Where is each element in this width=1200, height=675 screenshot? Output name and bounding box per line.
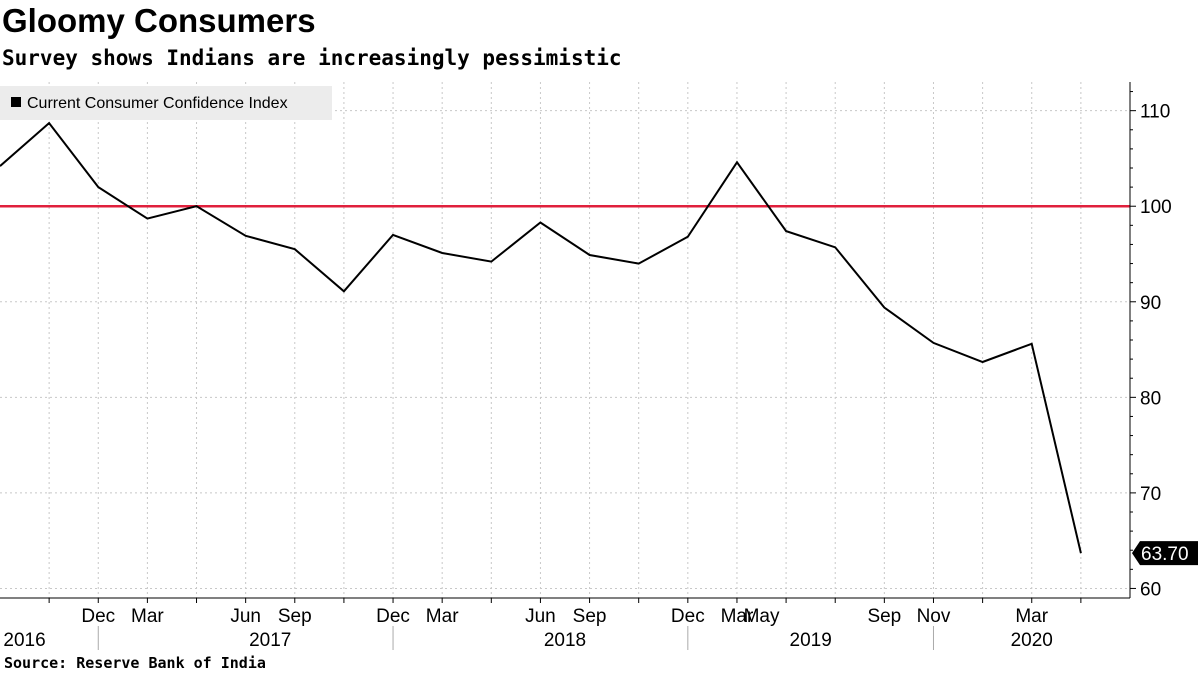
- x-tick-label: Sep: [573, 606, 607, 627]
- x-tick-label: Mar: [721, 606, 754, 627]
- x-tick-label: Dec: [376, 606, 410, 627]
- x-tick-label: Nov: [917, 606, 951, 627]
- x-tick-label: Jun: [525, 606, 556, 627]
- legend-label: Current Consumer Confidence Index: [27, 95, 288, 112]
- year-label: 2020: [1011, 630, 1053, 651]
- y-tick-label: 60: [1140, 579, 1161, 600]
- year-label: 2017: [249, 630, 291, 651]
- grid-layer: [0, 82, 1130, 598]
- source-note: Source: Reserve Bank of India: [4, 654, 266, 672]
- y-tick-label: 110: [1140, 102, 1170, 123]
- x-tick-label: Dec: [671, 606, 705, 627]
- x-tick-label: Mar: [426, 606, 459, 627]
- chart-title: Gloomy Consumers: [2, 2, 316, 39]
- axis-layer: 60 70 80 90 100 110 63.70 Dec Mar Jun Sep Dec Mar Jun…: [0, 82, 1198, 651]
- x-tick-label: Mar: [1015, 606, 1048, 627]
- year-label: 2018: [544, 630, 586, 651]
- chart-subtitle: Survey shows Indians are increasingly pe…: [2, 46, 622, 70]
- y-tick-label: 70: [1140, 484, 1161, 505]
- x-tick-label: May: [744, 606, 780, 627]
- x-tick-label: Dec: [81, 606, 115, 627]
- year-label: 2016: [3, 630, 45, 651]
- x-tick-label: Mar: [131, 606, 164, 627]
- last-value-label: 63.70: [1132, 541, 1198, 566]
- y-tick-label: 100: [1140, 197, 1172, 218]
- legend-swatch: [11, 97, 21, 107]
- y-tick-label: 90: [1140, 293, 1161, 314]
- legend: Current Consumer Confidence Index: [0, 86, 332, 120]
- y-tick-label: 80: [1140, 388, 1161, 409]
- last-value-label-bg: [1132, 541, 1198, 566]
- last-value-label-text: 63.70: [1141, 544, 1189, 565]
- series-layer: [0, 121, 1082, 554]
- year-label: 2019: [790, 630, 832, 651]
- x-tick-label: Sep: [278, 606, 312, 627]
- x-tick-label: Jun: [230, 606, 261, 627]
- legend-background: [0, 86, 332, 120]
- x-tick-label: Sep: [867, 606, 901, 627]
